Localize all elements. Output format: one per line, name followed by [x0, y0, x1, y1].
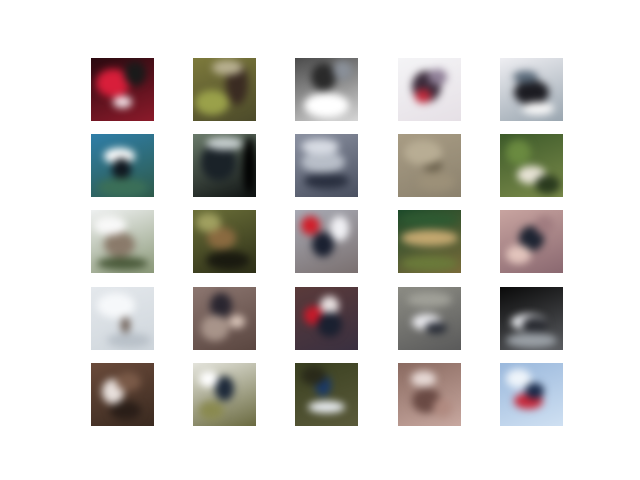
- sample-tile-r5c3: [295, 363, 358, 426]
- sample-tile-r3c4: [398, 210, 461, 273]
- sample-tile-r5c4: [398, 363, 461, 426]
- sample-tile-r5c5: [500, 363, 563, 426]
- sample-tile-r5c1: [91, 363, 154, 426]
- sample-tile-r2c5: [500, 134, 563, 197]
- sample-tile-r4c4: [398, 287, 461, 350]
- sample-tile-r3c5: [500, 210, 563, 273]
- sample-tile-r1c5: [500, 58, 563, 121]
- sample-tile-r1c4: [398, 58, 461, 121]
- sample-tile-r5c2: [193, 363, 256, 426]
- sample-tile-r2c4: [398, 134, 461, 197]
- sample-tile-r3c3: [295, 210, 358, 273]
- sample-tile-r2c2: [193, 134, 256, 197]
- sample-tile-r3c1: [91, 210, 154, 273]
- sample-tile-r1c2: [193, 58, 256, 121]
- sample-tile-r1c1: [91, 58, 154, 121]
- sample-tile-r4c5: [500, 287, 563, 350]
- sample-tile-r1c3: [295, 58, 358, 121]
- sample-tile-r2c3: [295, 134, 358, 197]
- sample-tile-r3c2: [193, 210, 256, 273]
- sample-tile-r4c3: [295, 287, 358, 350]
- sample-tile-r4c2: [193, 287, 256, 350]
- sample-tile-r2c1: [91, 134, 154, 197]
- sample-tile-r4c1: [91, 287, 154, 350]
